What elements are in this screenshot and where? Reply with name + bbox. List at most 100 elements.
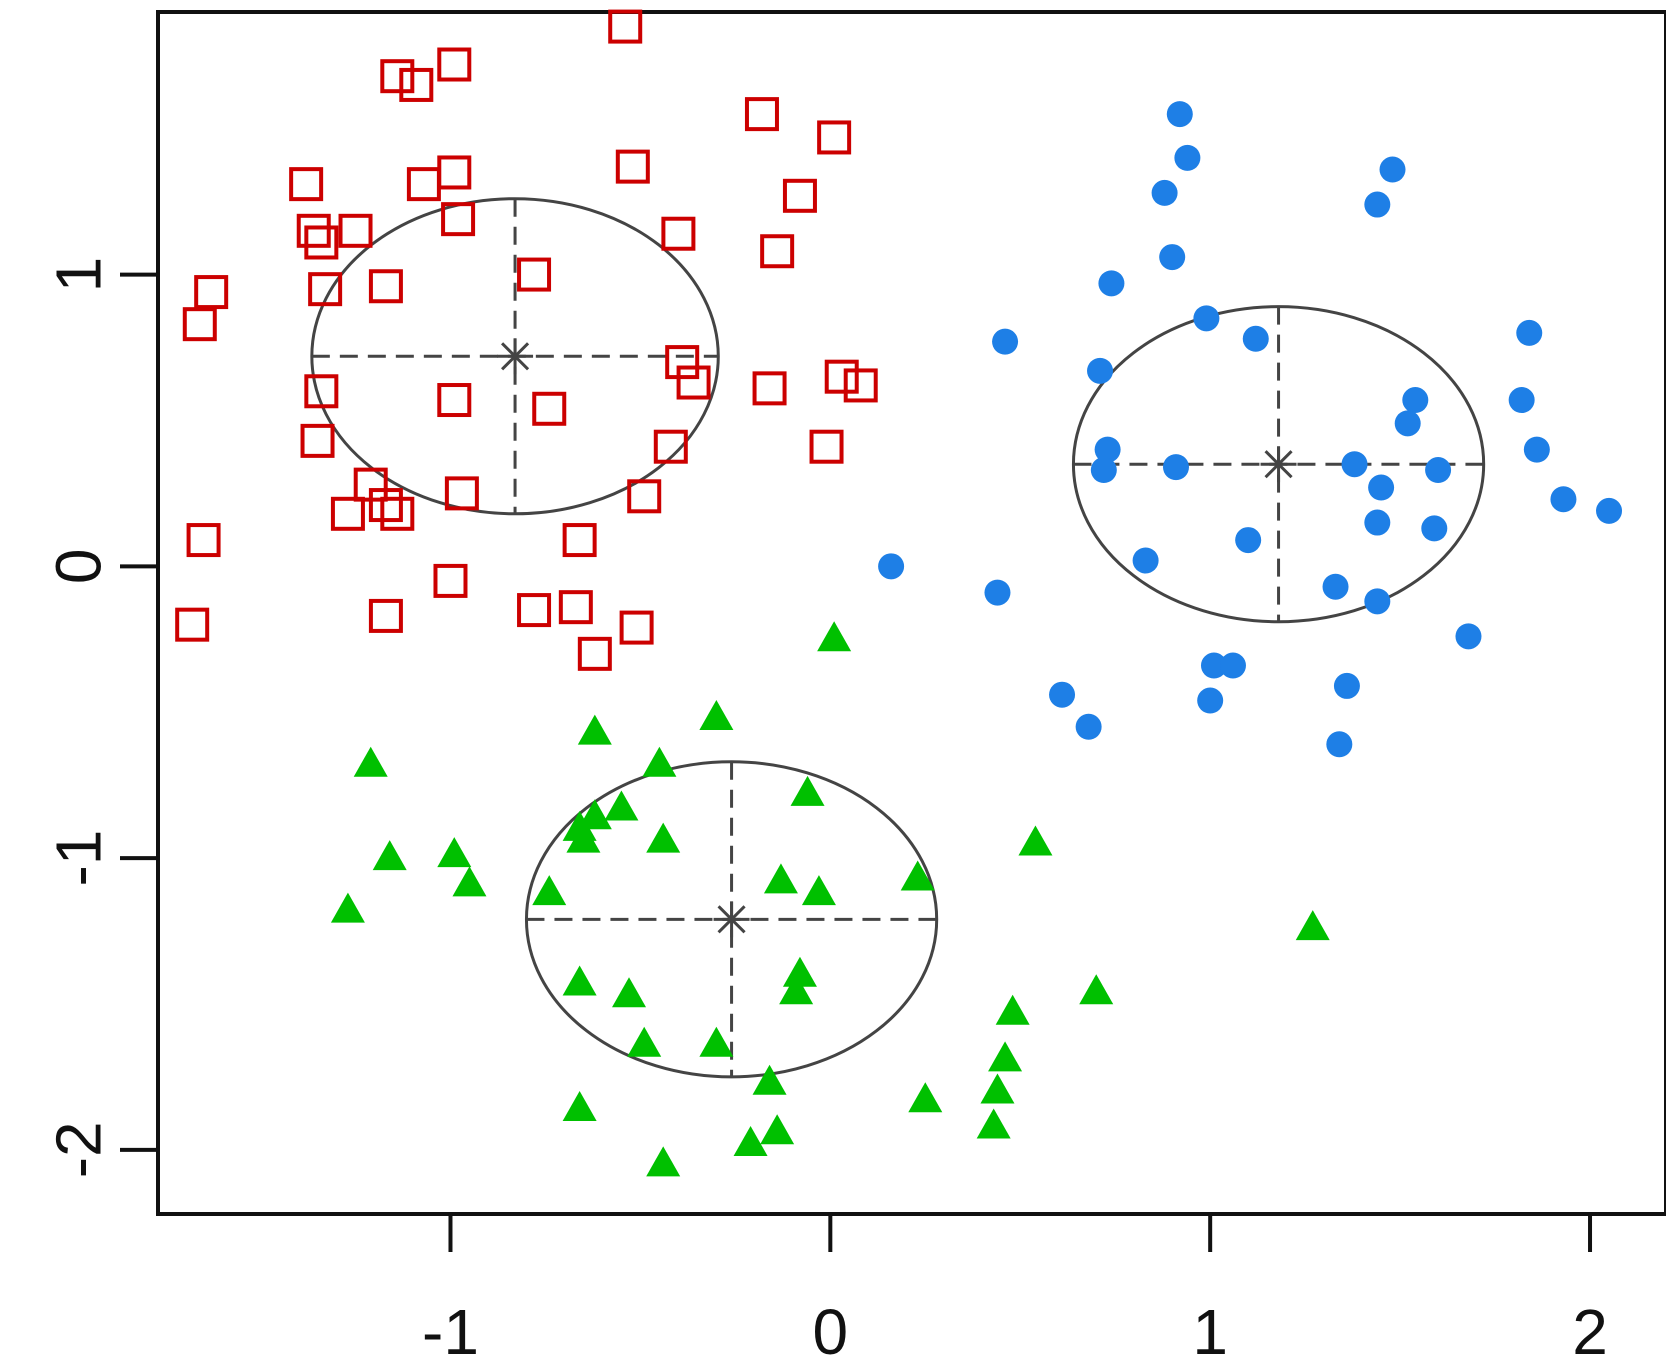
data-point-circle	[1322, 573, 1349, 600]
data-point-triangle	[801, 875, 836, 906]
data-point-square	[577, 636, 612, 671]
data-point-circle	[1235, 527, 1262, 554]
data-point-square	[338, 213, 373, 248]
data-point-square	[627, 479, 662, 514]
data-point-circle	[1326, 731, 1353, 758]
data-point-square	[186, 523, 221, 558]
data-point-triangle	[532, 875, 567, 906]
data-point-triangle	[612, 977, 647, 1008]
data-point-square	[665, 345, 700, 380]
data-point-square	[304, 374, 339, 409]
cluster-center-star	[1260, 446, 1297, 483]
data-point-square	[437, 155, 472, 190]
data-point-triangle	[779, 974, 814, 1005]
x-tick-label: 2	[1572, 1296, 1608, 1368]
data-point-triangle	[988, 1041, 1023, 1072]
data-point-circle	[1341, 451, 1368, 478]
data-point-triangle	[604, 790, 639, 821]
data-point-square	[760, 234, 795, 269]
data-point-circle	[1098, 270, 1125, 297]
data-point-square	[380, 59, 415, 94]
data-point-triangle	[908, 1082, 943, 1113]
axes: -1 0 1 2 -2 -1 0 1	[42, 257, 1607, 1368]
data-point-circle	[1197, 687, 1224, 714]
data-point-square	[368, 488, 403, 523]
data-point-triangle	[1079, 974, 1114, 1005]
data-point-triangle	[646, 1146, 681, 1177]
data-points	[175, 9, 1623, 1177]
data-point-triangle	[437, 837, 472, 868]
data-point-circle	[1132, 547, 1159, 574]
data-point-circle	[1087, 357, 1114, 384]
data-point-triangle	[1018, 825, 1053, 856]
data-point-square	[615, 149, 650, 184]
data-point-circle	[1049, 681, 1076, 708]
data-point-circle	[1421, 515, 1448, 542]
data-point-circle	[1193, 305, 1220, 332]
data-point-square	[608, 9, 643, 44]
data-point-square	[824, 359, 859, 394]
data-point-square	[817, 120, 852, 155]
data-point-triangle	[1295, 910, 1330, 941]
data-point-square	[843, 368, 878, 403]
data-point-circle	[1364, 588, 1391, 615]
data-point-square	[444, 476, 479, 511]
data-point-circle	[1550, 486, 1577, 513]
data-point-triangle	[760, 1114, 795, 1145]
data-point-circle	[1166, 101, 1193, 128]
data-point-triangle	[372, 840, 407, 871]
data-point-square	[406, 167, 441, 202]
data-point-square	[562, 523, 597, 558]
data-point-circle	[1379, 156, 1406, 183]
data-point-square	[308, 272, 343, 307]
data-point-circle	[1075, 713, 1102, 740]
data-point-circle	[984, 579, 1011, 606]
data-point-triangle	[642, 746, 677, 777]
data-point-circle	[1402, 387, 1429, 414]
data-point-triangle	[782, 956, 817, 987]
cluster-ellipses	[310, 197, 1486, 1079]
data-point-square	[744, 97, 779, 132]
data-point-square	[782, 178, 817, 213]
x-tick-label: 0	[813, 1296, 849, 1368]
data-point-square	[619, 610, 654, 645]
data-point-triangle	[330, 892, 365, 923]
data-point-triangle	[752, 1064, 787, 1095]
y-tick-label: -1	[42, 830, 114, 887]
cluster-center-star	[713, 901, 750, 938]
data-point-triangle	[699, 700, 734, 731]
data-point-square	[368, 269, 403, 304]
data-point-triangle	[562, 1090, 597, 1121]
data-point-triangle	[900, 860, 935, 891]
data-point-square	[441, 202, 476, 237]
data-point-square	[517, 257, 552, 292]
data-point-triangle	[566, 822, 601, 853]
data-point-circle	[1455, 623, 1482, 650]
data-point-triangle	[763, 863, 798, 894]
data-point-triangle	[577, 799, 612, 830]
data-point-circle	[1242, 325, 1269, 352]
data-point-square	[304, 225, 339, 260]
data-point-triangle	[353, 746, 388, 777]
data-point-circle	[992, 328, 1019, 355]
data-point-triangle	[627, 1026, 662, 1057]
data-point-square	[517, 593, 552, 628]
data-point-square	[194, 275, 229, 310]
data-point-square	[676, 365, 711, 400]
data-point-square	[330, 496, 365, 531]
data-point-triangle	[577, 714, 612, 745]
data-point-circle	[1368, 474, 1395, 501]
data-point-circle	[1200, 652, 1227, 679]
data-point-square	[182, 307, 217, 342]
data-point-triangle	[562, 965, 597, 996]
data-point-circle	[1090, 457, 1117, 484]
x-tick-label: 1	[1192, 1296, 1228, 1368]
cluster-center-star	[497, 338, 534, 375]
data-point-square	[532, 391, 567, 426]
data-point-triangle	[980, 1073, 1015, 1104]
data-point-square	[437, 47, 472, 82]
data-point-square	[558, 590, 593, 625]
data-point-triangle	[976, 1108, 1011, 1139]
data-point-square	[175, 607, 210, 642]
